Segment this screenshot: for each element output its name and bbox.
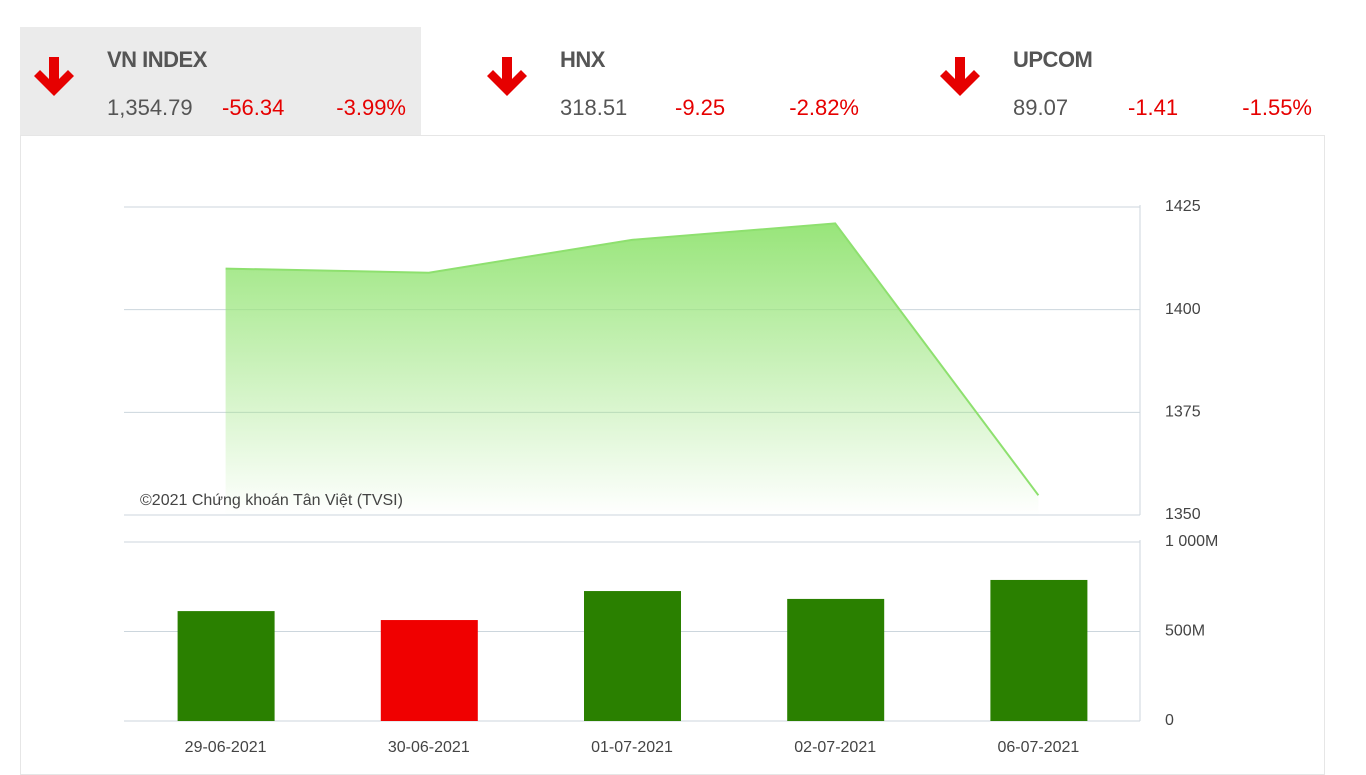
ticker-percent: -3.99% xyxy=(336,95,406,120)
y-tick-label: 500M xyxy=(1165,623,1205,640)
ticker-percent: -1.55% xyxy=(1242,95,1312,120)
bar xyxy=(177,611,275,721)
ticker-name: VN INDEX xyxy=(107,47,207,72)
annotation: ©2021 Chứng khoán Tân Việt (TVSI) xyxy=(140,492,403,509)
ticker-value: 1,354.79 xyxy=(107,95,193,120)
ticker-value: 89.07 xyxy=(1013,95,1069,120)
y-tick-label: 1 000M xyxy=(1165,533,1218,550)
ticker-value: 318.51 xyxy=(560,95,628,120)
bar xyxy=(584,591,681,721)
y-tick-label: 1350 xyxy=(1165,506,1201,523)
ticker-change: -1.41 xyxy=(1128,95,1179,120)
ticker-tile[interactable]: HNX 318.51 -9.25 -2.82% xyxy=(473,27,874,135)
area-line xyxy=(225,222,1040,496)
x-tick-label: 01-07-2021 xyxy=(591,739,673,756)
x-tick-label: 06-07-2021 xyxy=(997,739,1079,756)
area-fill xyxy=(225,223,1039,515)
x-tick-label: 30-06-2021 xyxy=(388,739,470,756)
ticker-tile[interactable]: VN INDEX 1,354.79 -56.34 -3.99% xyxy=(20,27,421,135)
ticker-percent: -2.82% xyxy=(789,95,859,120)
y-tick-label: 1375 xyxy=(1165,404,1201,421)
bar xyxy=(380,620,478,721)
down-arrow xyxy=(34,57,74,96)
bar xyxy=(787,598,885,721)
ticker-change: -56.34 xyxy=(222,95,285,120)
ticker-tile[interactable]: UPCOM 89.07 -1.41 -1.55% xyxy=(926,27,1327,135)
ticker-name: UPCOM xyxy=(1013,47,1093,72)
down-arrow xyxy=(487,57,527,96)
ticker-name: HNX xyxy=(560,47,605,72)
y-tick-label: 0 xyxy=(1165,712,1174,729)
bar xyxy=(990,579,1088,721)
y-tick-label: 1425 xyxy=(1165,198,1201,215)
x-tick-label: 29-06-2021 xyxy=(185,739,267,756)
x-tick-label: 02-07-2021 xyxy=(794,739,876,756)
ticker-change: -9.25 xyxy=(675,95,726,120)
down-arrow xyxy=(940,57,980,96)
y-tick-label: 1400 xyxy=(1165,301,1201,318)
